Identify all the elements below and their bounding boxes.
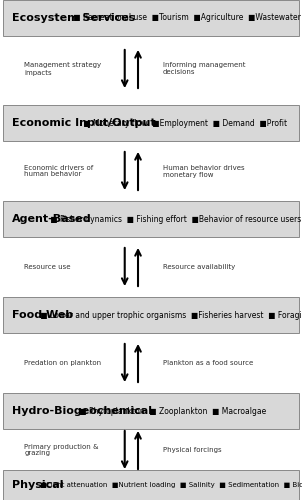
Text: Resource use: Resource use (24, 264, 71, 270)
Text: Food Web: Food Web (12, 310, 73, 320)
Text: ■Light attenuation  ■Nutrient loading  ■ Salinity  ■ Sedimentation  ■ Bioturbati: ■Light attenuation ■Nutrient loading ■ S… (38, 482, 302, 488)
Text: Plankton as a food source: Plankton as a food source (163, 360, 253, 366)
Text: Resource availability: Resource availability (163, 264, 235, 270)
Text: ■ Recreational use  ■Tourism  ■Agriculture  ■Wastewater: ■ Recreational use ■Tourism ■Agriculture… (71, 14, 301, 22)
Text: Management strategy
impacts: Management strategy impacts (24, 62, 101, 76)
FancyBboxPatch shape (3, 470, 299, 500)
Text: Economic Input/Output: Economic Input/Output (12, 118, 156, 128)
Text: Predation on plankton: Predation on plankton (24, 360, 101, 366)
FancyBboxPatch shape (3, 201, 299, 237)
Text: Informing management
decisions: Informing management decisions (163, 62, 246, 76)
Text: ■ Lower and upper trophic organisms  ■Fisheries harvest  ■ Foraging relationship: ■ Lower and upper trophic organisms ■Fis… (38, 310, 302, 320)
Text: Primary production &
grazing: Primary production & grazing (24, 444, 99, 456)
Text: ■ Monetary flow  ■Employment  ■ Demand  ■Profit: ■ Monetary flow ■Employment ■ Demand ■Pr… (81, 118, 287, 128)
Text: Agent-Based: Agent-Based (12, 214, 92, 224)
Text: Hydro-Biogeochemical: Hydro-Biogeochemical (12, 406, 152, 416)
FancyBboxPatch shape (3, 393, 299, 429)
FancyBboxPatch shape (3, 297, 299, 333)
Text: Physical forcings: Physical forcings (163, 447, 222, 453)
FancyBboxPatch shape (3, 0, 299, 36)
Text: Economic drivers of
human behavior: Economic drivers of human behavior (24, 164, 93, 177)
Text: Ecosystem Services: Ecosystem Services (12, 13, 135, 23)
Text: ■ Phytoplankton  ■ Zooplankton  ■ Macroalgae: ■ Phytoplankton ■ Zooplankton ■ Macroalg… (77, 406, 267, 416)
FancyBboxPatch shape (3, 105, 299, 141)
Text: ■ Fisher dynamics  ■ Fishing effort  ■Behavior of resource users: ■ Fisher dynamics ■ Fishing effort ■Beha… (48, 214, 301, 224)
Text: Physical: Physical (12, 480, 64, 490)
Text: Human behavior drives
monetary flow: Human behavior drives monetary flow (163, 164, 245, 177)
